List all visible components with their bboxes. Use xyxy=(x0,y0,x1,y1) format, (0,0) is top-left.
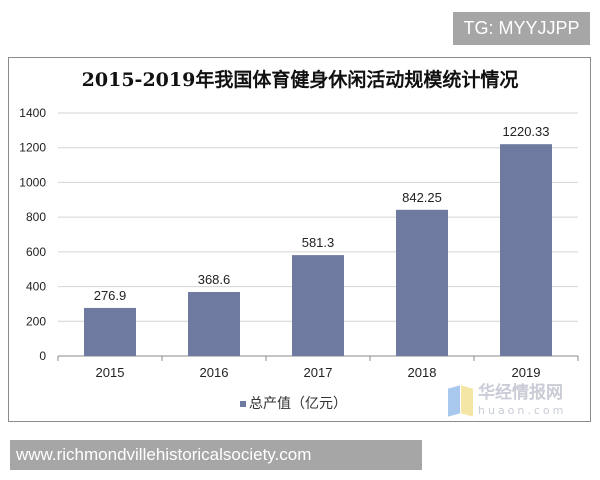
logo-mark-blue xyxy=(448,385,460,417)
legend-swatch xyxy=(240,401,246,407)
y-tick-label: 200 xyxy=(26,314,46,328)
watermark-site: www.richmondvillehistoricalsociety.com xyxy=(10,440,422,470)
data-label: 368.6 xyxy=(198,272,231,287)
data-label: 1220.33 xyxy=(503,124,550,139)
x-tick-label: 2015 xyxy=(96,365,125,380)
y-tick-label: 400 xyxy=(26,280,46,294)
y-tick-label: 1400 xyxy=(19,106,46,120)
y-tick-label: 600 xyxy=(26,245,46,259)
logo-cn: 华经情报网 xyxy=(478,383,563,403)
bar-2018 xyxy=(396,209,448,356)
chart-frame xyxy=(8,57,591,422)
legend-label: 总产值（亿元） xyxy=(249,396,347,412)
x-tick-label: 2018 xyxy=(408,365,437,380)
logo-mark-yellow xyxy=(461,385,473,417)
y-tick-label: 0 xyxy=(39,349,46,363)
logo-en: huaon.com xyxy=(478,404,567,417)
legend: 总产值（亿元） xyxy=(240,393,347,413)
data-label: 842.25 xyxy=(402,190,442,205)
bar-2017 xyxy=(292,255,344,356)
y-tick-label: 1200 xyxy=(19,141,46,155)
data-label: 581.3 xyxy=(302,235,335,250)
data-label: 276.9 xyxy=(94,288,127,303)
bar-2016 xyxy=(188,292,240,356)
bar-2015 xyxy=(84,307,136,356)
watermark-tg: TG: MYYJJPP xyxy=(453,12,590,45)
x-tick-label: 2019 xyxy=(512,365,541,380)
y-tick-label: 800 xyxy=(26,210,46,224)
chart-title: 2015-2019年我国体育健身休闲活动规模统计情况 xyxy=(81,69,519,91)
x-tick-label: 2016 xyxy=(200,365,229,380)
y-tick-label: 1000 xyxy=(19,175,46,189)
x-tick-label: 2017 xyxy=(304,365,333,380)
bar-2019 xyxy=(500,144,552,356)
